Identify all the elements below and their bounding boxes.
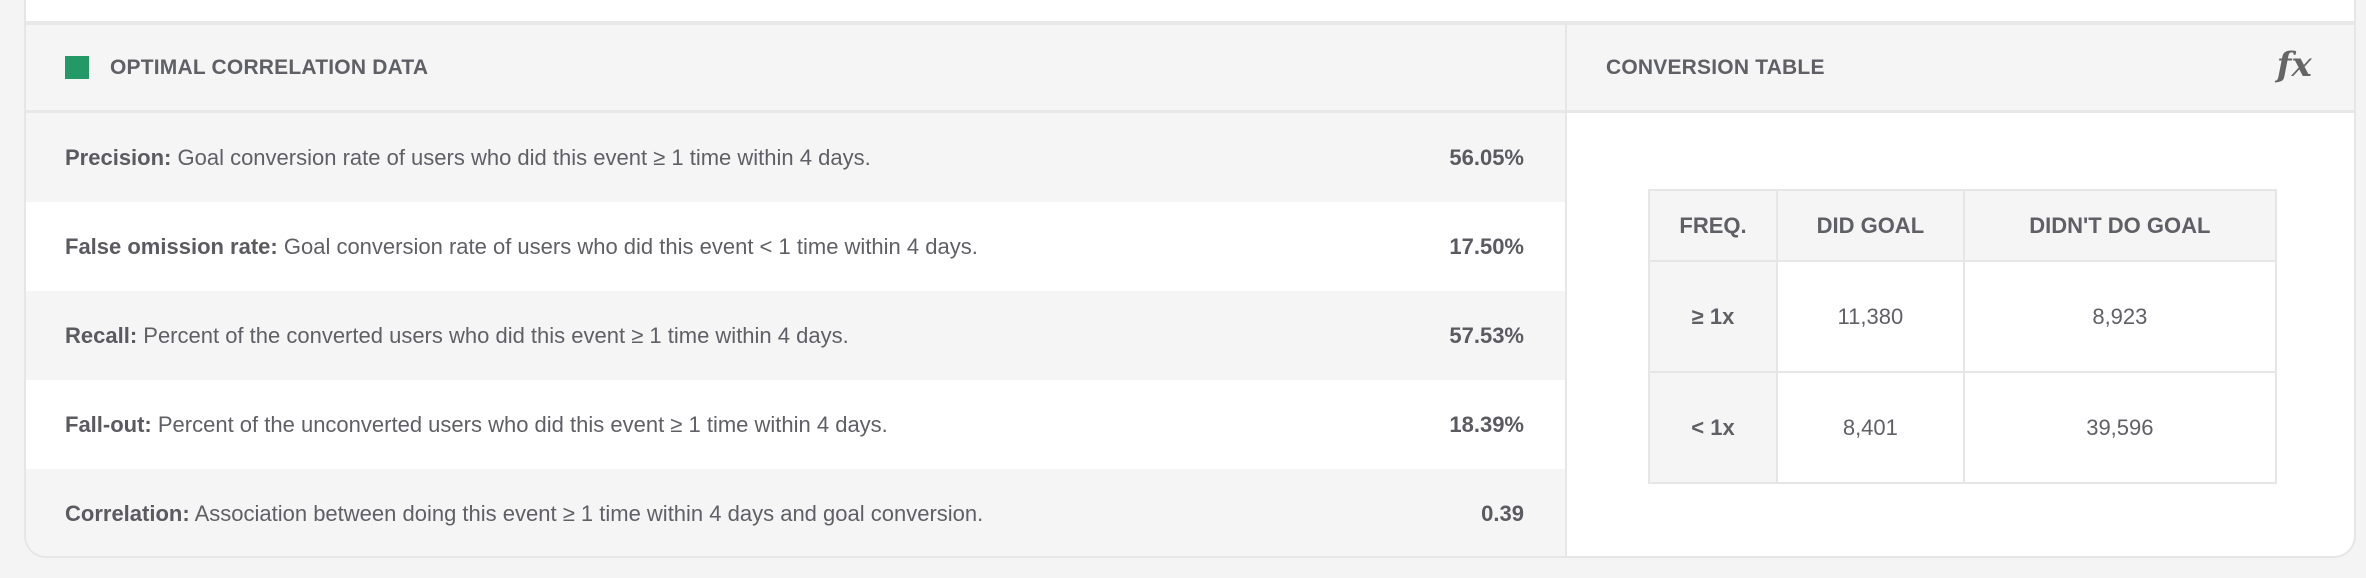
metric-description: Percent of the converted users who did t… <box>137 322 849 348</box>
metric-label: Fall-out: <box>65 411 152 437</box>
metric-label: Recall: <box>65 322 138 348</box>
metric-label: Correlation: <box>65 500 190 526</box>
conversion-table-panel: CONVERSION TABLE fx FREQ. DID GOAL DIDN'… <box>1565 21 2354 556</box>
metric-text: Precision: Goal conversion rate of users… <box>65 145 871 171</box>
metric-row: Fall-out: Percent of the unconverted use… <box>26 380 1565 469</box>
metric-label: False omission rate: <box>65 233 278 259</box>
metric-row: Correlation: Association between doing t… <box>26 469 1565 556</box>
column-header: FREQ. <box>1648 189 1778 262</box>
metric-text: Fall-out: Percent of the unconverted use… <box>65 412 888 438</box>
panel-title: OPTIMAL CORRELATION DATA <box>110 55 429 79</box>
metric-row: Precision: Goal conversion rate of users… <box>26 113 1565 202</box>
freq-cell: < 1x <box>1648 371 1778 484</box>
legend-square-icon <box>65 56 89 79</box>
metric-text: False omission rate: Goal conversion rat… <box>65 234 978 260</box>
metric-description: Association between doing this event ≥ 1… <box>189 500 984 526</box>
did-goal-cell: 11,380 <box>1776 260 1965 373</box>
optimal-correlation-panel: OPTIMAL CORRELATION DATA Precision: Goal… <box>26 21 1565 556</box>
metric-value: 57.53% <box>1449 322 1524 348</box>
table-row: ≥ 1x 11,380 8,923 <box>1648 260 2278 373</box>
table-header-row: FREQ. DID GOAL DIDN'T DO GOAL <box>1648 189 2278 262</box>
metric-description: Goal conversion rate of users who did th… <box>171 144 871 170</box>
column-header: DID GOAL <box>1776 189 1965 262</box>
formula-icon[interactable]: fx <box>2276 45 2312 85</box>
panel-header: CONVERSION TABLE fx <box>1567 21 2354 113</box>
metric-text: Correlation: Association between doing t… <box>65 501 983 527</box>
metric-value: 0.39 <box>1481 500 1524 526</box>
previous-card-bottom <box>24 0 2356 21</box>
metric-description: Goal conversion rate of users who did th… <box>277 233 978 259</box>
metric-value: 17.50% <box>1449 233 1524 259</box>
metric-row: False omission rate: Goal conversion rat… <box>26 202 1565 291</box>
freq-cell: ≥ 1x <box>1648 260 1778 373</box>
did-goal-cell: 8,401 <box>1776 371 1965 484</box>
metric-value: 18.39% <box>1449 411 1524 437</box>
correlation-card: OPTIMAL CORRELATION DATA Precision: Goal… <box>24 21 2356 558</box>
metric-row: Recall: Percent of the converted users w… <box>26 291 1565 380</box>
didnt-goal-cell: 8,923 <box>1962 260 2278 373</box>
column-header: DIDN'T DO GOAL <box>1962 189 2278 262</box>
conversion-table: FREQ. DID GOAL DIDN'T DO GOAL ≥ 1x 11,38… <box>1648 189 2278 484</box>
panel-title: CONVERSION TABLE <box>1606 55 1825 79</box>
table-row: < 1x 8,401 39,596 <box>1648 371 2278 484</box>
didnt-goal-cell: 39,596 <box>1962 371 2278 484</box>
metric-description: Percent of the unconverted users who did… <box>151 411 888 437</box>
metric-text: Recall: Percent of the converted users w… <box>65 323 849 349</box>
panel-header: OPTIMAL CORRELATION DATA <box>26 21 1565 113</box>
metric-value: 56.05% <box>1449 144 1524 170</box>
metric-label: Precision: <box>65 144 172 170</box>
